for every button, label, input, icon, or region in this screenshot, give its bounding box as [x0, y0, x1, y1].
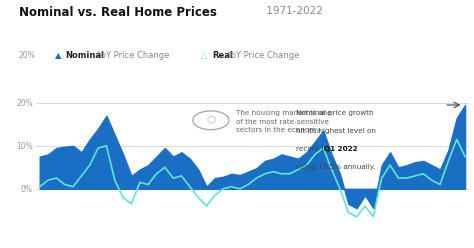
Text: 1971-2022: 1971-2022	[263, 6, 323, 16]
Text: 20%: 20%	[19, 51, 36, 60]
Text: ▲: ▲	[55, 51, 61, 60]
Text: The housing market is one
of the most rate-sensitive
sectors in the economy.: The housing market is one of the most ra…	[236, 110, 332, 133]
Text: Nominal price growth: Nominal price growth	[296, 110, 374, 116]
Text: hit its highest level on: hit its highest level on	[296, 128, 376, 134]
Text: Q1 2022: Q1 2022	[324, 146, 357, 152]
Text: Nominal: Nominal	[65, 51, 104, 60]
Text: rising 19.5% annually.: rising 19.5% annually.	[296, 164, 375, 170]
Text: Real: Real	[212, 51, 233, 60]
Text: ⬡: ⬡	[207, 115, 215, 125]
Text: △: △	[201, 51, 208, 60]
Text: YoY Price Change: YoY Price Change	[227, 51, 299, 60]
Text: YoY Price Change: YoY Price Change	[97, 51, 170, 60]
Text: record in: record in	[296, 146, 330, 152]
Text: Nominal vs. Real Home Prices: Nominal vs. Real Home Prices	[19, 6, 217, 19]
